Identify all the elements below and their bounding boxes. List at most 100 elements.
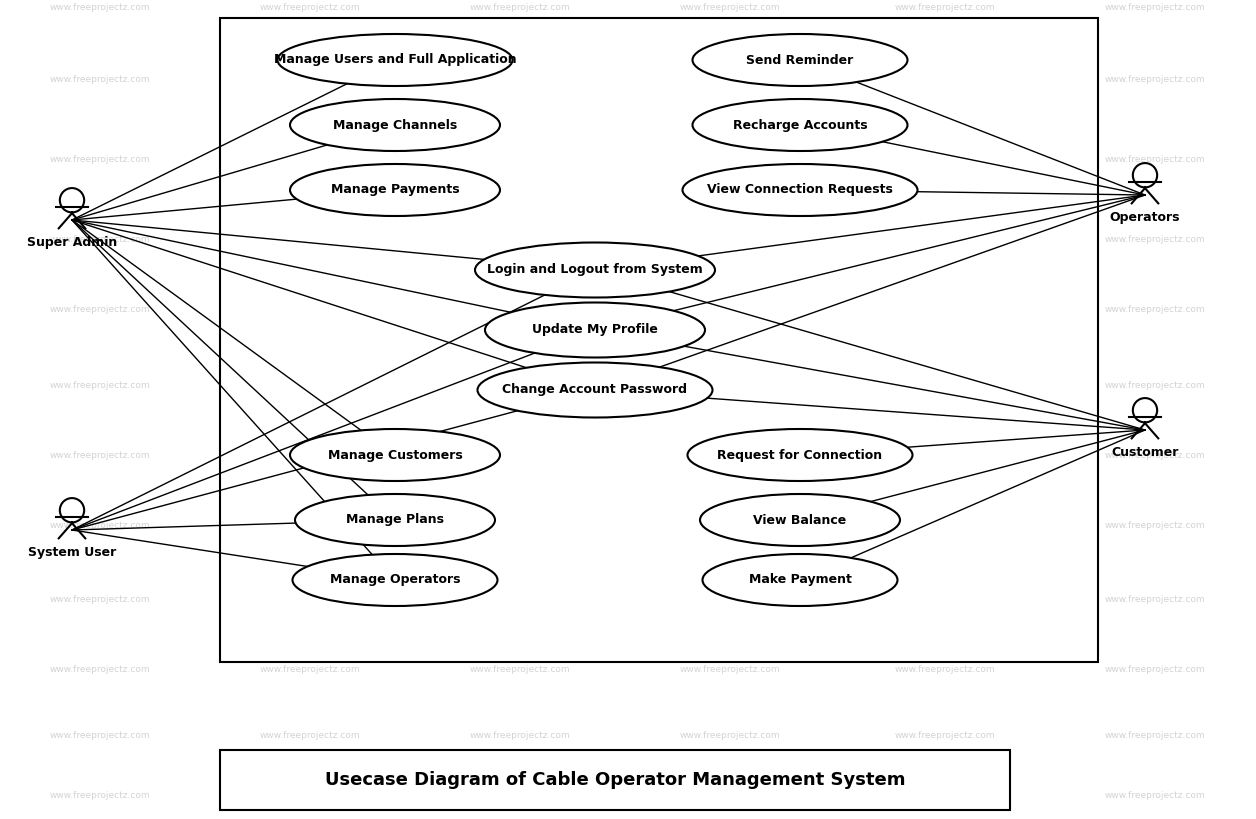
- Text: www.freeprojectz.com: www.freeprojectz.com: [894, 790, 995, 799]
- FancyBboxPatch shape: [220, 18, 1098, 662]
- Ellipse shape: [692, 99, 908, 151]
- Text: System User: System User: [28, 546, 116, 559]
- Text: www.freeprojectz.com: www.freeprojectz.com: [260, 790, 360, 799]
- Text: www.freeprojectz.com: www.freeprojectz.com: [1105, 595, 1206, 604]
- Text: www.freeprojectz.com: www.freeprojectz.com: [260, 75, 360, 84]
- Text: www.freeprojectz.com: www.freeprojectz.com: [470, 790, 570, 799]
- Text: www.freeprojectz.com: www.freeprojectz.com: [260, 595, 360, 604]
- Ellipse shape: [485, 302, 705, 358]
- Text: www.freeprojectz.com: www.freeprojectz.com: [894, 75, 995, 84]
- Text: www.freeprojectz.com: www.freeprojectz.com: [679, 666, 780, 675]
- Text: www.freeprojectz.com: www.freeprojectz.com: [679, 521, 780, 530]
- Text: www.freeprojectz.com: www.freeprojectz.com: [470, 75, 570, 84]
- Text: www.freeprojectz.com: www.freeprojectz.com: [679, 731, 780, 740]
- Text: www.freeprojectz.com: www.freeprojectz.com: [894, 595, 995, 604]
- Text: www.freeprojectz.com: www.freeprojectz.com: [50, 3, 151, 12]
- Text: Manage Channels: Manage Channels: [333, 119, 457, 132]
- Text: www.freeprojectz.com: www.freeprojectz.com: [1105, 305, 1206, 314]
- Text: Super Admin: Super Admin: [26, 237, 117, 249]
- Text: Request for Connection: Request for Connection: [717, 449, 883, 461]
- Text: www.freeprojectz.com: www.freeprojectz.com: [50, 156, 151, 165]
- Ellipse shape: [290, 99, 500, 151]
- Ellipse shape: [692, 34, 908, 86]
- Text: www.freeprojectz.com: www.freeprojectz.com: [1105, 236, 1206, 245]
- Text: www.freeprojectz.com: www.freeprojectz.com: [1105, 790, 1206, 799]
- Ellipse shape: [702, 554, 898, 606]
- Ellipse shape: [295, 494, 495, 546]
- Text: www.freeprojectz.com: www.freeprojectz.com: [679, 305, 780, 314]
- Text: Usecase Diagram of Cable Operator Management System: Usecase Diagram of Cable Operator Manage…: [325, 771, 906, 789]
- Text: View Connection Requests: View Connection Requests: [707, 183, 893, 197]
- Text: www.freeprojectz.com: www.freeprojectz.com: [679, 156, 780, 165]
- Text: www.freeprojectz.com: www.freeprojectz.com: [470, 595, 570, 604]
- Text: www.freeprojectz.com: www.freeprojectz.com: [50, 666, 151, 675]
- Text: www.freeprojectz.com: www.freeprojectz.com: [679, 790, 780, 799]
- Ellipse shape: [682, 164, 917, 216]
- Text: Login and Logout from System: Login and Logout from System: [487, 264, 703, 277]
- Text: www.freeprojectz.com: www.freeprojectz.com: [50, 450, 151, 459]
- Text: www.freeprojectz.com: www.freeprojectz.com: [894, 305, 995, 314]
- Text: www.freeprojectz.com: www.freeprojectz.com: [260, 236, 360, 245]
- Text: View Balance: View Balance: [754, 514, 847, 527]
- Text: www.freeprojectz.com: www.freeprojectz.com: [470, 450, 570, 459]
- Text: www.freeprojectz.com: www.freeprojectz.com: [679, 75, 780, 84]
- Text: www.freeprojectz.com: www.freeprojectz.com: [1105, 450, 1206, 459]
- Text: www.freeprojectz.com: www.freeprojectz.com: [894, 450, 995, 459]
- Text: Manage Operators: Manage Operators: [330, 573, 460, 586]
- Text: www.freeprojectz.com: www.freeprojectz.com: [50, 521, 151, 530]
- Ellipse shape: [293, 554, 497, 606]
- Ellipse shape: [687, 429, 913, 481]
- Text: www.freeprojectz.com: www.freeprojectz.com: [260, 666, 360, 675]
- Text: www.freeprojectz.com: www.freeprojectz.com: [894, 3, 995, 12]
- Text: www.freeprojectz.com: www.freeprojectz.com: [260, 156, 360, 165]
- Text: www.freeprojectz.com: www.freeprojectz.com: [260, 731, 360, 740]
- Text: www.freeprojectz.com: www.freeprojectz.com: [50, 75, 151, 84]
- Text: www.freeprojectz.com: www.freeprojectz.com: [50, 236, 151, 245]
- Text: www.freeprojectz.com: www.freeprojectz.com: [894, 666, 995, 675]
- Text: www.freeprojectz.com: www.freeprojectz.com: [894, 236, 995, 245]
- Ellipse shape: [290, 429, 500, 481]
- Text: www.freeprojectz.com: www.freeprojectz.com: [1105, 3, 1206, 12]
- Text: Manage Customers: Manage Customers: [328, 449, 462, 461]
- Text: www.freeprojectz.com: www.freeprojectz.com: [1105, 381, 1206, 390]
- Text: www.freeprojectz.com: www.freeprojectz.com: [470, 3, 570, 12]
- Text: www.freeprojectz.com: www.freeprojectz.com: [1105, 666, 1206, 675]
- Text: www.freeprojectz.com: www.freeprojectz.com: [679, 450, 780, 459]
- Text: www.freeprojectz.com: www.freeprojectz.com: [470, 381, 570, 390]
- Text: www.freeprojectz.com: www.freeprojectz.com: [50, 595, 151, 604]
- Text: www.freeprojectz.com: www.freeprojectz.com: [894, 521, 995, 530]
- Text: Recharge Accounts: Recharge Accounts: [732, 119, 868, 132]
- Text: Change Account Password: Change Account Password: [502, 383, 687, 396]
- Text: www.freeprojectz.com: www.freeprojectz.com: [50, 790, 151, 799]
- Text: www.freeprojectz.com: www.freeprojectz.com: [50, 305, 151, 314]
- Ellipse shape: [278, 34, 512, 86]
- Text: www.freeprojectz.com: www.freeprojectz.com: [260, 381, 360, 390]
- Text: www.freeprojectz.com: www.freeprojectz.com: [470, 305, 570, 314]
- Text: www.freeprojectz.com: www.freeprojectz.com: [50, 731, 151, 740]
- Text: www.freeprojectz.com: www.freeprojectz.com: [470, 236, 570, 245]
- Text: www.freeprojectz.com: www.freeprojectz.com: [260, 521, 360, 530]
- Text: www.freeprojectz.com: www.freeprojectz.com: [260, 305, 360, 314]
- Text: www.freeprojectz.com: www.freeprojectz.com: [894, 731, 995, 740]
- Text: www.freeprojectz.com: www.freeprojectz.com: [1105, 156, 1206, 165]
- Text: www.freeprojectz.com: www.freeprojectz.com: [470, 666, 570, 675]
- Text: Manage Plans: Manage Plans: [345, 514, 445, 527]
- Ellipse shape: [290, 164, 500, 216]
- Text: Manage Users and Full Application: Manage Users and Full Application: [274, 53, 516, 66]
- Text: Make Payment: Make Payment: [749, 573, 852, 586]
- Text: Update My Profile: Update My Profile: [533, 324, 658, 337]
- Text: www.freeprojectz.com: www.freeprojectz.com: [1105, 75, 1206, 84]
- Text: www.freeprojectz.com: www.freeprojectz.com: [470, 521, 570, 530]
- Text: www.freeprojectz.com: www.freeprojectz.com: [1105, 731, 1206, 740]
- Ellipse shape: [700, 494, 901, 546]
- Text: www.freeprojectz.com: www.freeprojectz.com: [679, 236, 780, 245]
- Ellipse shape: [475, 242, 715, 297]
- Text: www.freeprojectz.com: www.freeprojectz.com: [679, 3, 780, 12]
- Text: Operators: Operators: [1110, 211, 1181, 224]
- Text: www.freeprojectz.com: www.freeprojectz.com: [679, 595, 780, 604]
- Text: Send Reminder: Send Reminder: [746, 53, 854, 66]
- Text: www.freeprojectz.com: www.freeprojectz.com: [470, 156, 570, 165]
- Text: Customer: Customer: [1112, 446, 1178, 459]
- FancyBboxPatch shape: [220, 750, 1010, 810]
- Text: www.freeprojectz.com: www.freeprojectz.com: [679, 381, 780, 390]
